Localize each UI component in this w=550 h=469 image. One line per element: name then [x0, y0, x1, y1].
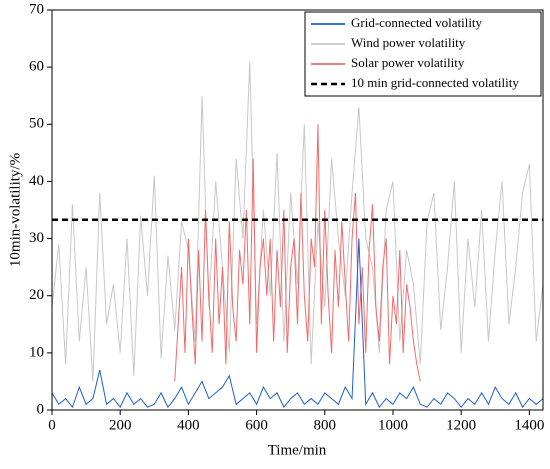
x-axis-label: Time/min: [268, 442, 327, 458]
plot-frame: [51, 9, 544, 411]
y-tick-label: 10: [29, 344, 44, 360]
y-tick-label: 50: [29, 116, 44, 132]
legend-label: 10 min grid-connected volatility: [351, 75, 519, 90]
x-tick-label: 1200: [446, 417, 476, 433]
legend-label: Grid-connected volatility: [351, 15, 483, 30]
y-tick-label: 40: [29, 173, 44, 189]
y-tick-label: 20: [29, 287, 44, 303]
y-tick-label: 70: [29, 1, 44, 17]
legend-label: Wind power volatility: [351, 35, 466, 50]
x-tick-label: 200: [109, 417, 132, 433]
legend-label: Solar power volatility: [351, 55, 465, 70]
y-axis-label: 10min-volatility/%: [7, 153, 23, 267]
legend-box: [304, 11, 542, 97]
series-line: [52, 238, 543, 409]
y-tick-label: 0: [37, 401, 45, 417]
series-line: [174, 124, 421, 382]
y-tick-label: 30: [29, 230, 44, 246]
x-tick-label: 600: [245, 417, 268, 433]
y-tick-label: 60: [29, 59, 44, 75]
x-tick-label: 0: [48, 417, 56, 433]
x-tick-label: 400: [177, 417, 200, 433]
x-tick-label: 1000: [378, 417, 408, 433]
x-tick-label: 1400: [514, 417, 544, 433]
series-line: [52, 61, 543, 382]
x-tick-label: 800: [314, 417, 337, 433]
